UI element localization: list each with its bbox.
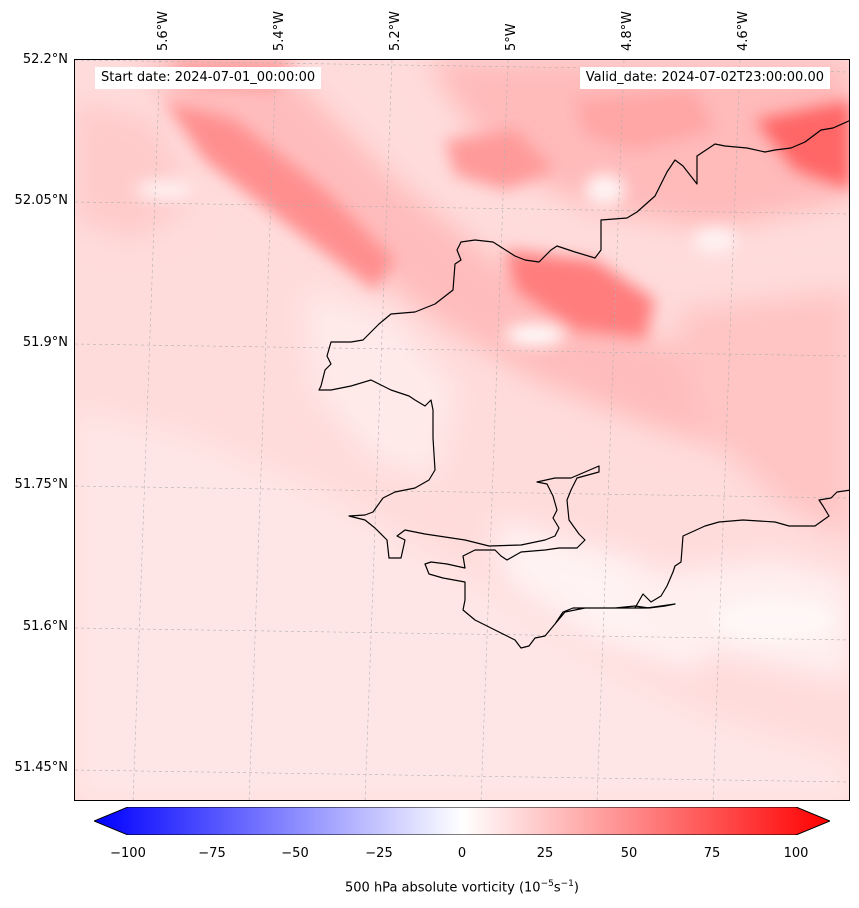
colorbar-tick-neg50: −50 [281,846,309,861]
vorticity-map [75,60,849,800]
lon-tick-5-4: 5.4°W [272,10,287,51]
colorbar-tick-100: 100 [783,846,809,861]
lon-tick-4-8: 4.8°W [620,10,635,51]
colorbar-tick-neg25: −25 [365,846,393,861]
field-white-patches [135,174,835,640]
lat-tick-51-45: 51.45°N [14,760,68,775]
colorbar-tick-neg100: −100 [110,846,146,861]
lat-tick-51-75: 51.75°N [14,477,68,492]
colorbar-tick-25: 25 [536,846,554,861]
colorbar-label: 500 hPa absolute vorticity (10−5s−1) [0,879,859,895]
colorbar-tick-neg75: −75 [198,846,226,861]
valid-date-label: Valid_date: 2024-07-02T23:00:00.00 [579,67,830,89]
colorbar-label-sup1: −5 [540,879,554,889]
lat-tick-51-6: 51.6°N [22,619,68,634]
graticule [75,60,849,800]
map-panel [74,59,850,801]
colorbar-label-sup2: −1 [560,879,574,889]
coastline [318,120,849,649]
lat-tick-51-9: 51.9°N [22,335,68,350]
colorbar-label-mid: s [553,880,561,896]
lon-tick-5-2: 5.2°W [388,10,403,51]
colorbar [94,807,830,835]
lat-tick-52-2: 52.2°N [22,52,68,67]
lon-tick-5-6: 5.6°W [156,10,171,51]
colorbar-label-text: 500 hPa absolute vorticity (10 [345,880,541,896]
colorbar-body [94,807,830,835]
start-date-label: Start date: 2024-07-01_00:00:00 [95,67,322,89]
colorbar-label-end: ) [573,880,579,896]
lat-tick-52-05: 52.05°N [14,193,68,208]
colorbar-tick-75: 75 [703,846,721,861]
colorbar-tick-0: 0 [457,846,467,861]
lon-tick-4-6: 4.6°W [736,10,751,51]
lon-tick-5-0: 5°W [504,23,519,51]
colorbar-tick-50: 50 [620,846,638,861]
